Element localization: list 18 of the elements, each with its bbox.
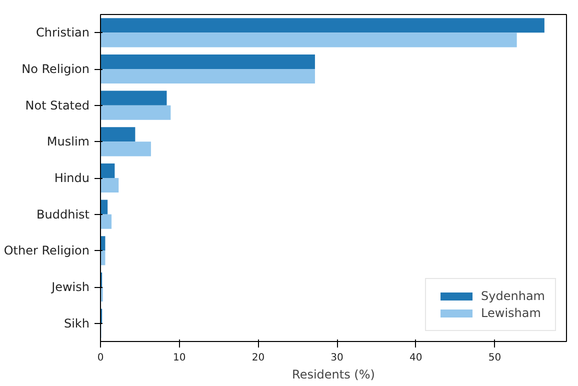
x-tick-label: 40 [410, 352, 422, 364]
y-tick-label: Not Stated [25, 98, 90, 112]
y-tick-label: Other Religion [4, 244, 90, 258]
y-tick-label: Buddhist [36, 207, 90, 222]
y-tick-label: Jewish [50, 280, 90, 294]
y-tick-label: Hindu [54, 171, 90, 185]
x-tick-label: 0 [97, 352, 104, 364]
y-tick-label: Christian [36, 26, 90, 40]
y-tick-label: Muslim [46, 134, 90, 149]
x-tick-label: 10 [172, 352, 186, 364]
legend-label: Lewisham [481, 306, 541, 320]
x-tick-label: 20 [252, 352, 265, 364]
legend-label: Sydenham [481, 289, 545, 303]
y-tick-label: No Religion [22, 62, 90, 76]
x-axis-title: Residents (%) [292, 368, 375, 382]
x-tick-label: 30 [330, 352, 344, 364]
y-tick-label: Sikh [64, 316, 90, 330]
x-tick-label: 50 [488, 352, 502, 364]
